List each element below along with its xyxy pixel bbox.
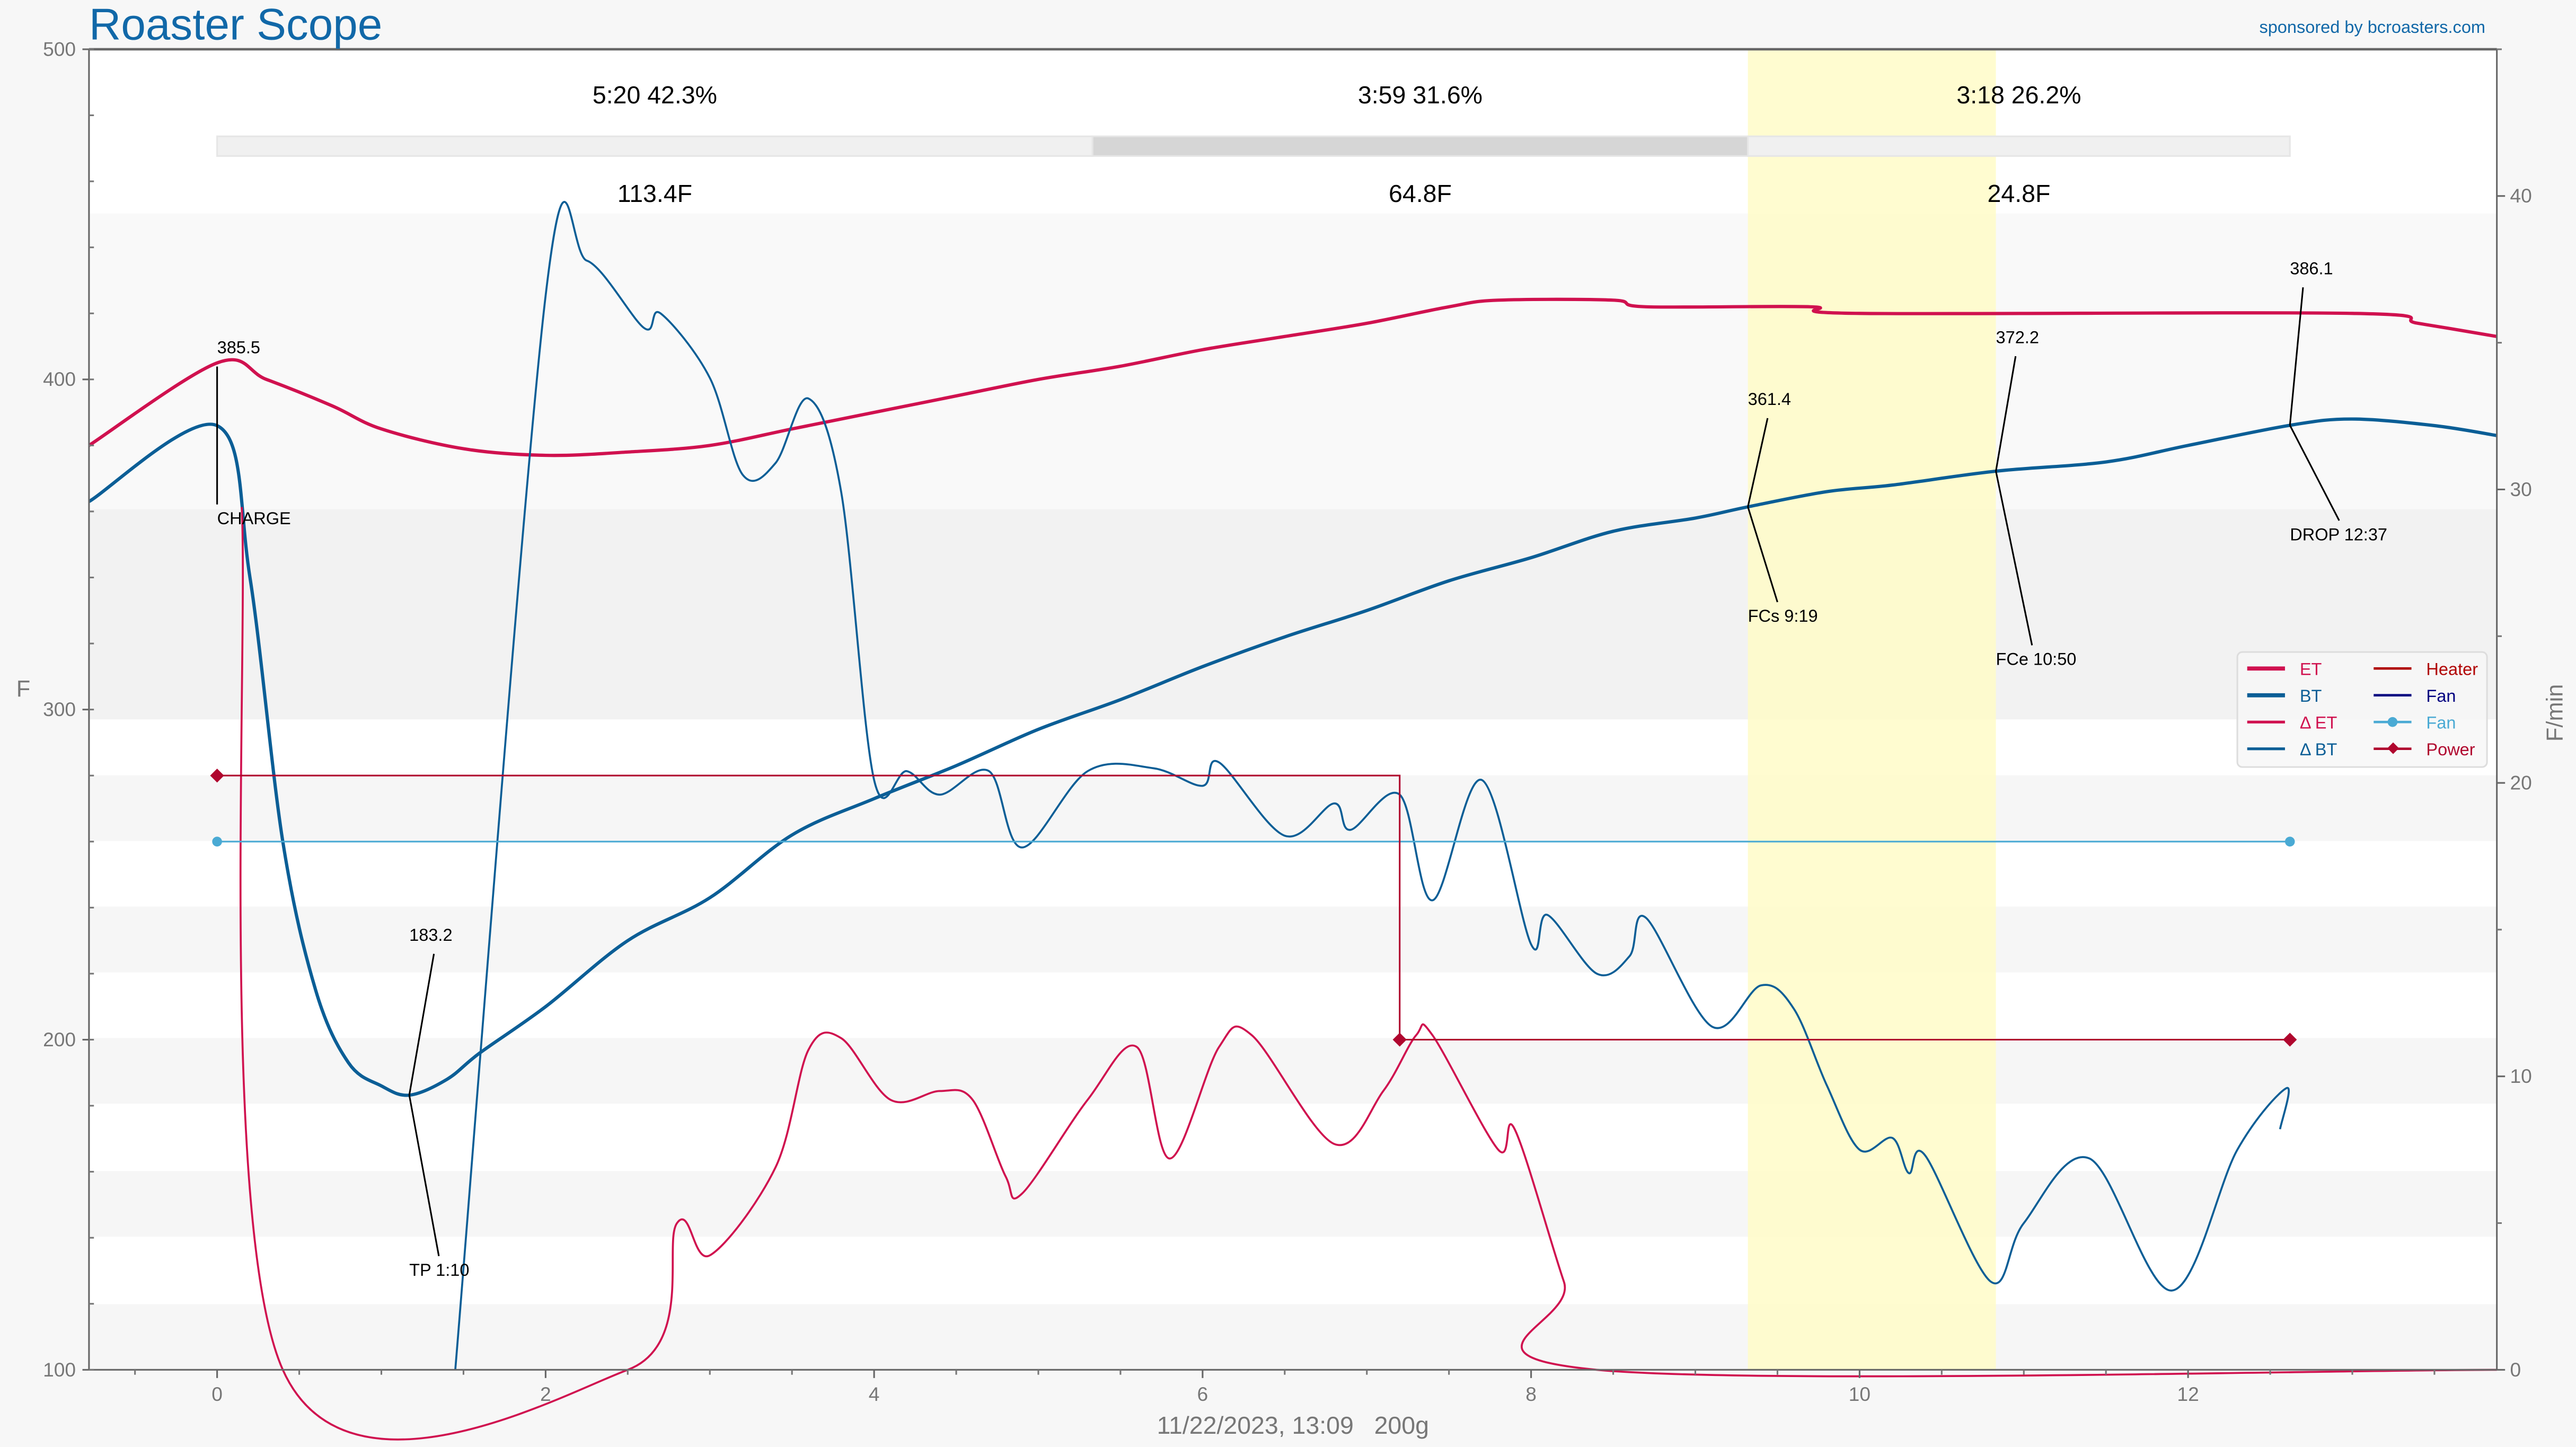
- legend-marker: [2387, 717, 2398, 727]
- band: [89, 775, 2497, 841]
- et-line: [88, 297, 2498, 457]
- x-tick-label: 8: [1525, 1383, 1537, 1405]
- annotation-leader: [2289, 287, 2304, 426]
- y2-axis-label: F/min: [2543, 684, 2568, 742]
- phase-time-label: 3:18 26.2%: [1956, 81, 2081, 109]
- annotation-event: FCs 9:19: [1748, 606, 1818, 625]
- annotation-value: 385.5: [217, 338, 260, 357]
- annotation-value: 183.2: [409, 925, 452, 945]
- band: [89, 509, 2497, 720]
- bands: [89, 49, 2497, 1370]
- power-marker: [2283, 1033, 2297, 1047]
- y-tick-label: 400: [43, 368, 76, 390]
- y2-tick-label: 40: [2510, 184, 2531, 207]
- annotation-event: TP 1:10: [409, 1260, 469, 1280]
- x-tick-label: 0: [211, 1383, 223, 1405]
- fan-marker: [2284, 836, 2295, 847]
- annotation-value: 361.4: [1748, 390, 1791, 409]
- annotation-leader: [408, 1095, 440, 1257]
- x-tick-label: 6: [1197, 1383, 1208, 1405]
- phase-segment: [1747, 135, 2291, 157]
- app-title: Roaster Scope: [89, 0, 382, 49]
- bt-line: [88, 417, 2498, 1097]
- first-crack-highlight: [1748, 49, 1996, 1370]
- y-tick-label: 200: [43, 1028, 76, 1051]
- legend-box: [2236, 651, 2488, 768]
- band: [89, 1304, 2497, 1370]
- fan-marker: [212, 836, 222, 847]
- annotation-leader: [1995, 356, 2017, 472]
- x-tick-label: 2: [540, 1383, 551, 1405]
- y-axis-label: F: [16, 676, 31, 702]
- y-tick-label: 300: [43, 698, 76, 720]
- y-tick-label: 100: [43, 1358, 76, 1381]
- legend-entry[interactable]: ET: [2300, 660, 2322, 679]
- series-lines: [88, 201, 2498, 1441]
- y2-tick-label: 30: [2510, 478, 2531, 500]
- annotation-leader: [408, 954, 435, 1096]
- x-axis-caption: 11/22/2023, 13:09 200g: [1157, 1411, 1429, 1439]
- annotation-value: 386.1: [2290, 259, 2333, 278]
- delta-bt-line: [454, 201, 2290, 1370]
- legend[interactable]: ET BT Δ ET Δ BT Heater Fan Fan Power: [2236, 651, 2488, 768]
- phase-bar: 5:20 42.3% 113.4F 3:59 31.6% 64.8F 3:18 26.2…: [216, 81, 2291, 207]
- phase-time-label: 5:20 42.3%: [593, 81, 717, 109]
- legend-entry[interactable]: Power: [2426, 740, 2475, 759]
- sponsor-link[interactable]: sponsored by bcroasters.com: [2259, 17, 2485, 37]
- phase-segment: [216, 135, 1093, 157]
- band: [89, 213, 2497, 509]
- y2-tick-label: 10: [2510, 1065, 2531, 1087]
- x-tick-label: 4: [869, 1383, 880, 1405]
- delta-et-line: [239, 507, 2497, 1441]
- legend-entry[interactable]: Fan: [2426, 686, 2456, 705]
- legend-entry[interactable]: BT: [2300, 686, 2322, 705]
- y-tick-label: 500: [43, 38, 76, 60]
- legend-entry[interactable]: Heater: [2426, 660, 2478, 679]
- phase-time-label: 3:59 31.6%: [1358, 81, 1483, 109]
- annotation-leader: [1747, 506, 1778, 603]
- y2-tick-label: 0: [2510, 1358, 2521, 1381]
- band: [89, 1171, 2497, 1237]
- phase-delta-label: 24.8F: [1988, 180, 2051, 207]
- y2-tick-label: 20: [2510, 771, 2531, 793]
- x-tick-label: 12: [2177, 1383, 2199, 1405]
- phase-segment: [1091, 135, 1749, 157]
- legend-entry[interactable]: Δ BT: [2300, 740, 2337, 759]
- power-marker: [1392, 1033, 1407, 1047]
- annotation-leader: [2289, 425, 2340, 521]
- annotation-event: DROP 12:37: [2290, 525, 2387, 544]
- phase-delta-label: 113.4F: [617, 180, 692, 207]
- phase-delta-label: 64.8F: [1389, 180, 1452, 207]
- annotation-leader: [1995, 471, 2033, 646]
- legend-entry[interactable]: Δ ET: [2300, 713, 2337, 733]
- annotation-value: 372.2: [1996, 328, 2039, 347]
- annotation-event: CHARGE: [217, 509, 291, 528]
- annotations: 385.5 CHARGE 183.2 TP 1:10 361.4 FCs 9:19 372.…: [216, 259, 2387, 1280]
- annotation-leader: [1747, 418, 1769, 507]
- legend-entry[interactable]: Fan: [2426, 713, 2456, 733]
- annotation-event: FCe 10:50: [1996, 650, 2077, 669]
- x-tick-label: 10: [1849, 1383, 1871, 1405]
- power-line: [217, 774, 2290, 1041]
